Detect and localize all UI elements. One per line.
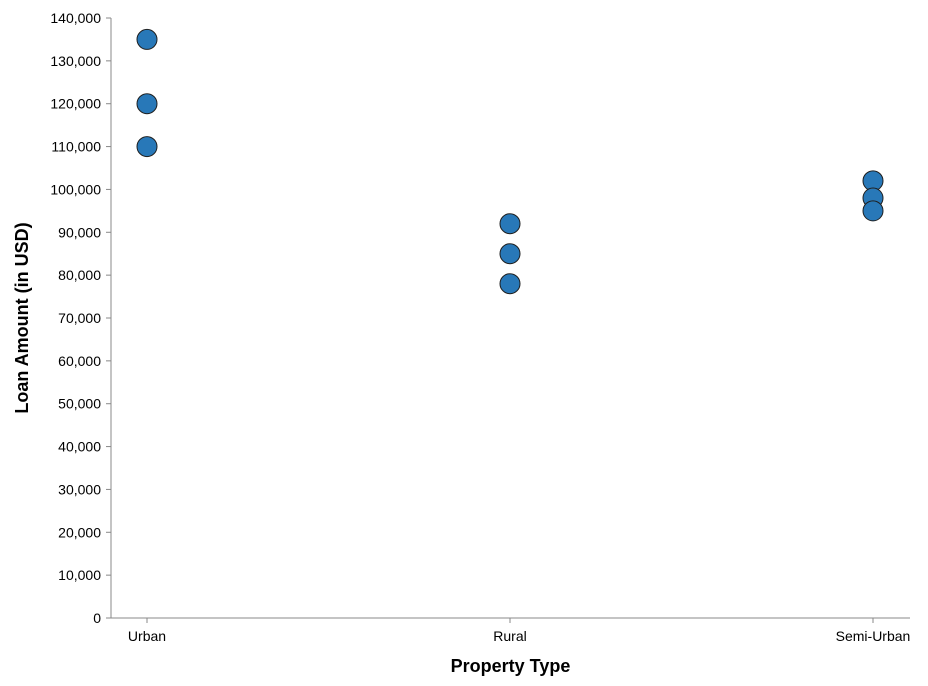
y-tick-label: 40,000: [58, 439, 101, 455]
y-tick-label: 140,000: [50, 10, 101, 26]
data-points: [136, 28, 884, 295]
y-tick-label: 130,000: [50, 53, 101, 69]
y-tick-label: 60,000: [58, 353, 101, 369]
y-tick-label: 10,000: [58, 567, 101, 583]
y-tick-label: 110,000: [51, 139, 101, 155]
data-point: [136, 136, 158, 158]
x-tick-label: Semi-Urban: [836, 628, 911, 644]
data-point: [862, 200, 884, 222]
x-tick-label: Rural: [493, 628, 526, 644]
y-tick-label: 20,000: [58, 524, 101, 540]
y-tick-label: 80,000: [58, 267, 101, 283]
x-tick-label: Urban: [128, 628, 166, 644]
data-point: [499, 213, 521, 235]
y-tick-label: 100,000: [50, 181, 101, 197]
data-point: [136, 28, 158, 50]
x-axis-title: Property Type: [451, 656, 571, 676]
x-axis: Urban Rural Semi-Urban: [111, 617, 911, 644]
y-tick-label: 120,000: [50, 96, 101, 112]
y-tick-label: 0: [93, 610, 101, 626]
y-axis-title: Loan Amount (in USD): [12, 222, 32, 413]
y-tick-label: 90,000: [58, 224, 101, 240]
y-tick-label: 50,000: [58, 396, 101, 412]
y-axis: 0 10,000 20,000 30,000 40,000 50,000 60,000 70,…: [50, 10, 112, 626]
data-point: [499, 243, 521, 265]
data-point: [136, 93, 158, 115]
y-tick-label: 70,000: [58, 310, 101, 326]
y-tick-label: 30,000: [58, 481, 101, 497]
data-point: [499, 273, 521, 295]
